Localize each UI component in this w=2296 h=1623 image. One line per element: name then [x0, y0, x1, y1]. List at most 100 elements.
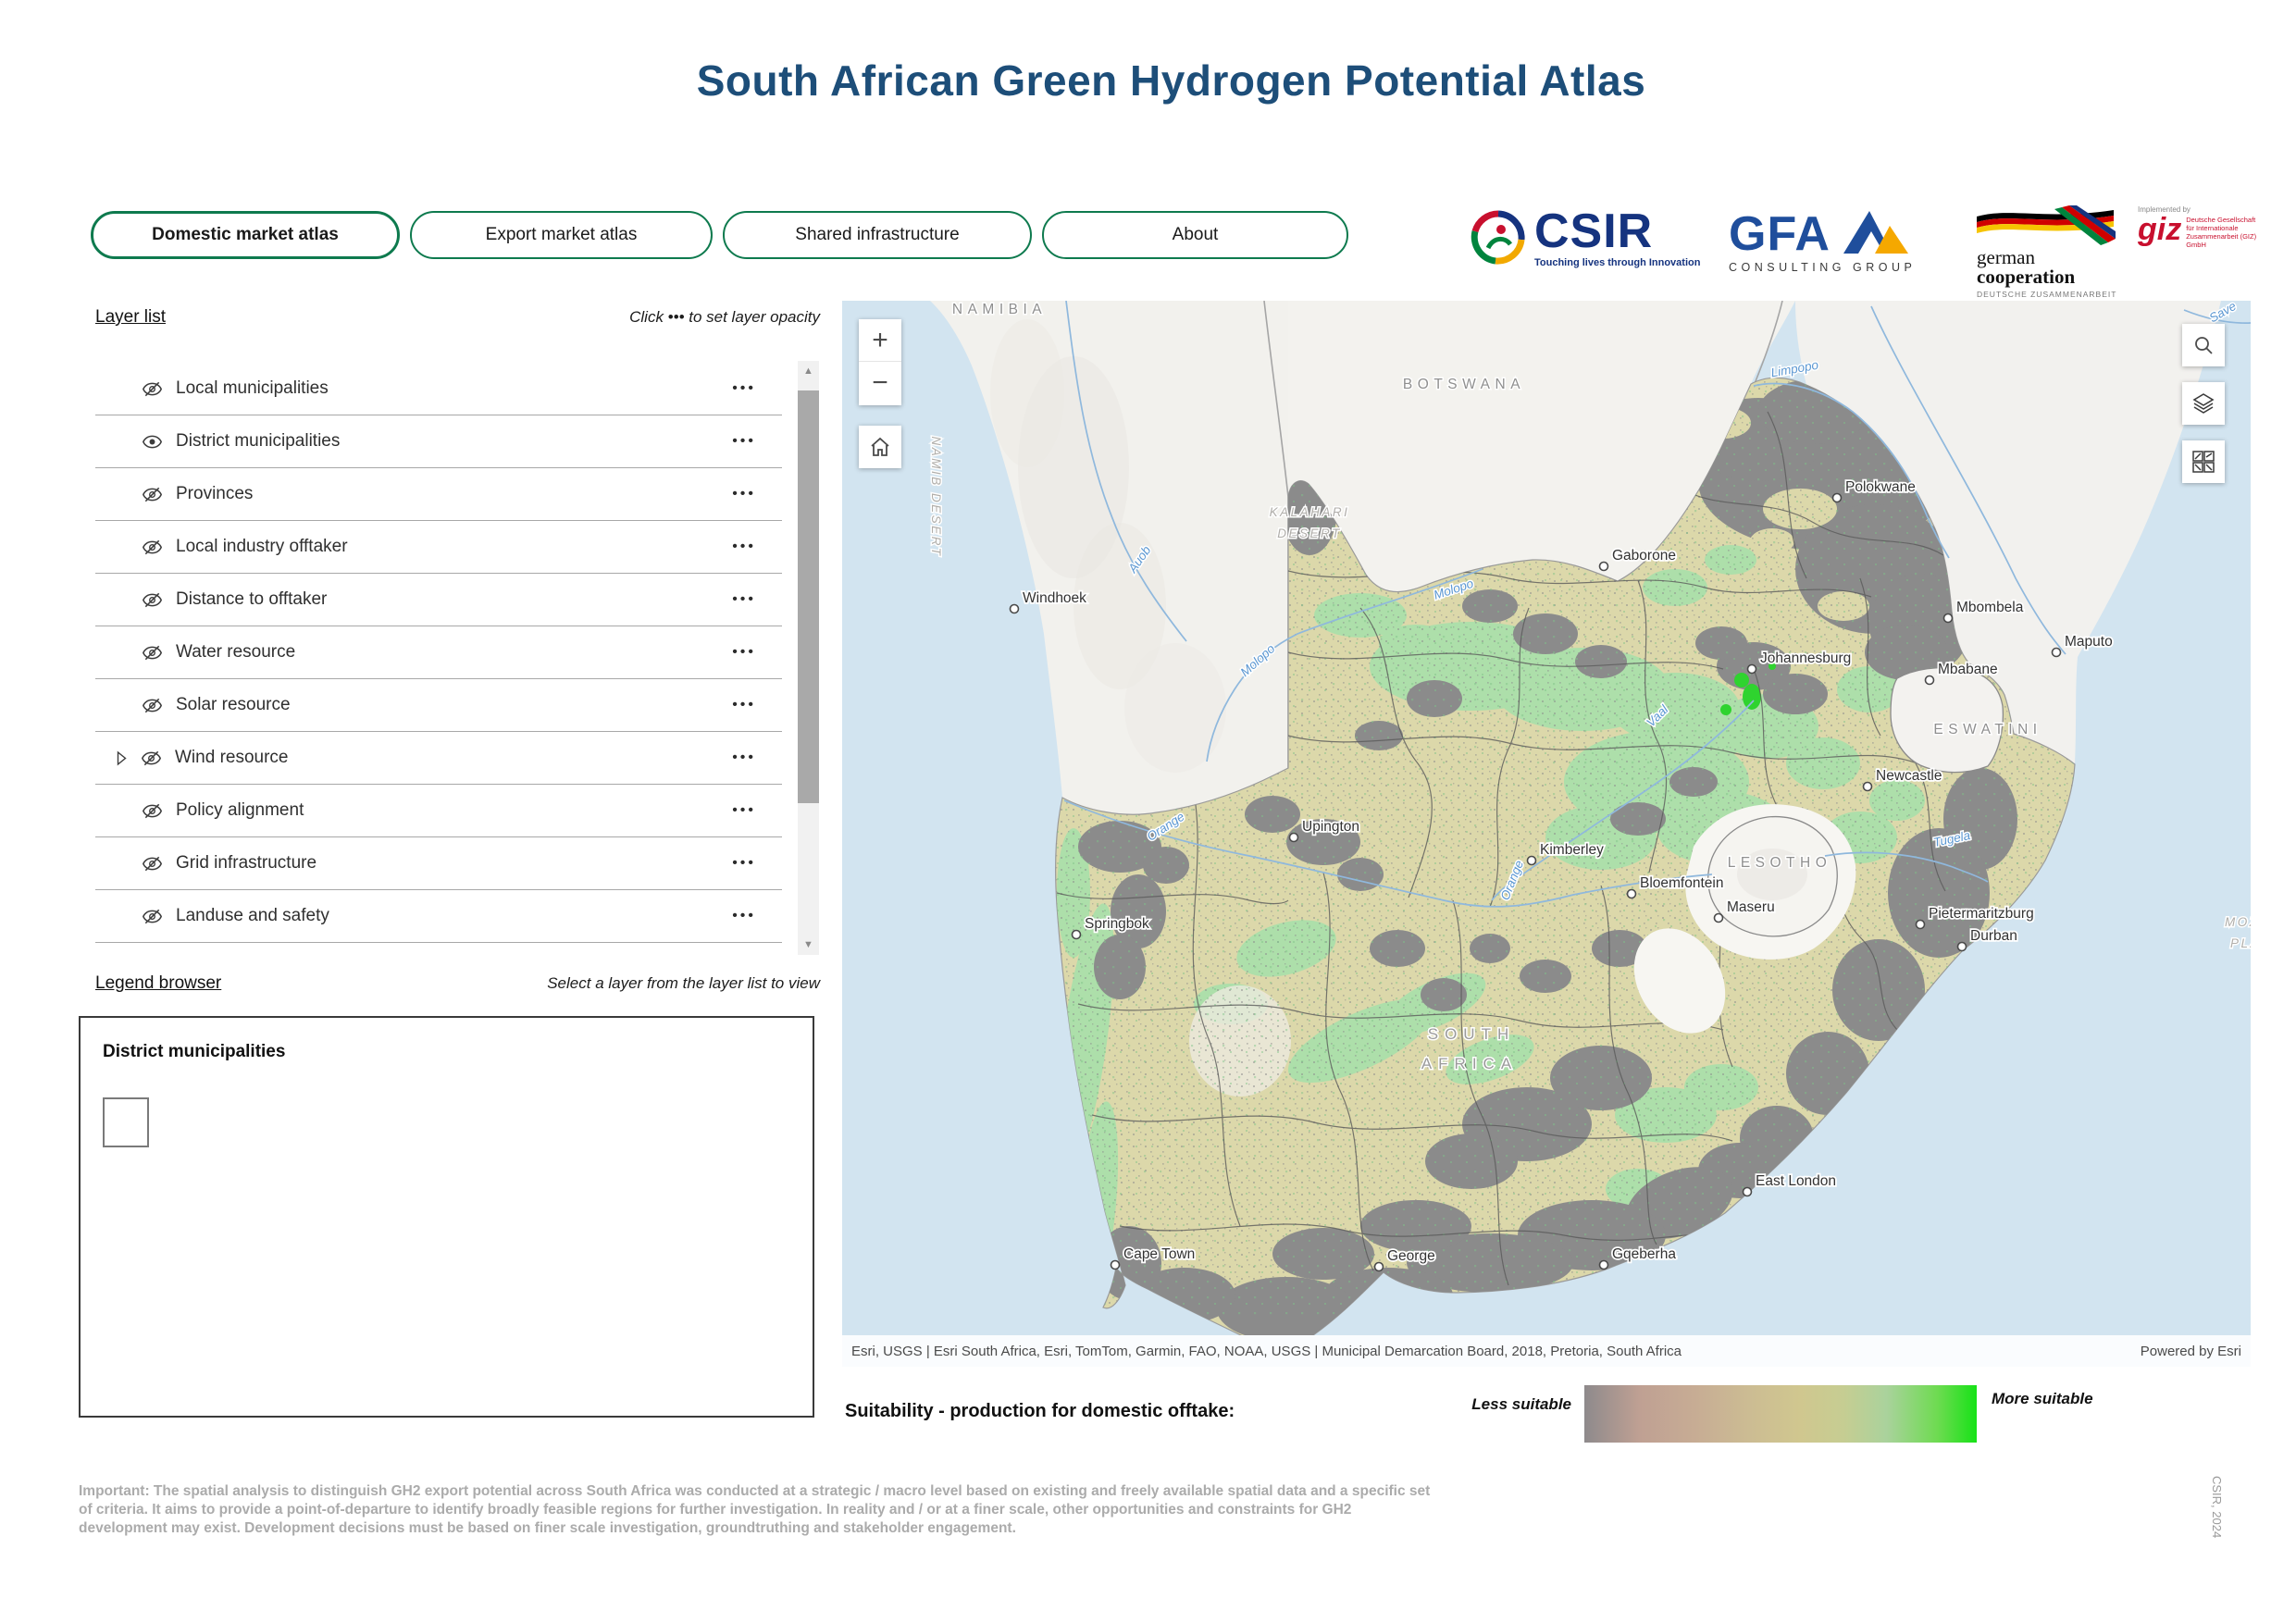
layer-row-distance-to-offtaker[interactable]: Distance to offtaker ••• — [95, 574, 782, 626]
legend-browser-box: District municipalities — [79, 1016, 814, 1418]
city-marker-pietermaritzburg — [1915, 919, 1926, 930]
eye-hidden-icon[interactable] — [142, 537, 163, 558]
layer-options-button[interactable]: ••• — [732, 750, 756, 765]
city-label-george: George — [1387, 1248, 1435, 1264]
layer-list-heading[interactable]: Layer list — [95, 307, 167, 327]
physical-label-desert: DESERT — [1277, 527, 1342, 540]
layer-label: Distance to offtaker — [176, 589, 328, 609]
layer-options-button[interactable]: ••• — [732, 486, 756, 502]
tab-export-market-atlas[interactable]: Export market atlas — [410, 211, 713, 259]
city-label-maputo: Maputo — [2065, 634, 2113, 650]
country-label-africa: AFRICA — [1421, 1055, 1518, 1072]
city-marker-george — [1373, 1261, 1384, 1272]
layer-options-button[interactable]: ••• — [732, 855, 756, 871]
zoom-in-button[interactable]: + — [859, 319, 901, 362]
neighbouring-countries — [930, 301, 2221, 815]
eye-hidden-icon[interactable] — [142, 642, 163, 663]
layer-row-local-municipalities[interactable]: Local municipalities ••• — [95, 363, 782, 415]
giz-logo-wordmark: giz — [2138, 212, 2182, 247]
city-marker-newcastle — [1862, 781, 1873, 792]
layer-row-water-resource[interactable]: Water resource ••• — [95, 626, 782, 679]
layer-row-landuse-and-safety[interactable]: Landuse and safety ••• — [95, 890, 782, 943]
giz-logo-caption: Implemented by — [2138, 205, 2191, 214]
layer-label: Grid infrastructure — [176, 853, 317, 873]
eye-hidden-icon[interactable] — [142, 378, 163, 400]
city-marker-durban — [1956, 941, 1967, 952]
credit-text: CSIR, 2024 — [2210, 1476, 2224, 1539]
eye-hidden-icon[interactable] — [142, 800, 163, 822]
scrollbar-thumb[interactable] — [798, 390, 819, 803]
layer-row-wind-resource[interactable]: Wind resource ••• — [95, 732, 782, 785]
legend-swatch — [103, 1097, 149, 1147]
layer-options-button[interactable]: ••• — [732, 433, 756, 449]
map-canvas[interactable]: KALAHARI DESERT NAMIB DESERT MOZAMBIQUE PLAT… — [842, 301, 2251, 1367]
country-label-botswana: BOTSWANA — [1403, 377, 1525, 392]
scroll-down-icon[interactable]: ▼ — [798, 935, 819, 955]
eye-hidden-icon[interactable] — [141, 748, 162, 769]
country-label-south: SOUTH — [1428, 1025, 1516, 1043]
extent-button[interactable] — [2182, 440, 2225, 483]
city-label-mbombela: Mbombela — [1956, 600, 2024, 615]
eye-visible-icon[interactable] — [142, 431, 163, 452]
layer-label: Wind resource — [175, 748, 289, 767]
layer-options-button[interactable]: ••• — [732, 644, 756, 660]
layer-row-solar-resource[interactable]: Solar resource ••• — [95, 679, 782, 732]
tab-about[interactable]: About — [1042, 211, 1348, 259]
layer-options-button[interactable]: ••• — [732, 539, 756, 554]
city-marker-mbabane — [1924, 675, 1935, 686]
tab-shared-infrastructure[interactable]: Shared infrastructure — [723, 211, 1032, 259]
layer-row-district-municipalities[interactable]: District municipalities ••• — [95, 415, 782, 468]
layer-options-button[interactable]: ••• — [732, 908, 756, 923]
layer-label: Policy alignment — [176, 800, 304, 820]
expand-caret-icon[interactable] — [116, 750, 128, 766]
csir-logo: CSIR Touching lives through Innovation — [1470, 207, 1701, 268]
search-button[interactable] — [2182, 324, 2225, 366]
layer-list-scrollbar[interactable]: ▲ ▼ — [798, 361, 819, 955]
eye-hidden-icon[interactable] — [142, 695, 163, 716]
layer-row-provinces[interactable]: Provinces ••• — [95, 468, 782, 521]
layer-options-button[interactable]: ••• — [732, 802, 756, 818]
city-marker-mbombela — [1942, 613, 1954, 624]
basemap[interactable]: KALAHARI DESERT NAMIB DESERT MOZAMBIQUE PLAT… — [842, 301, 2251, 1335]
layer-options-button[interactable]: ••• — [732, 697, 756, 712]
city-label-mbabane: Mbabane — [1938, 662, 1998, 677]
search-icon — [2195, 337, 2213, 354]
gfa-logo: GFA CONSULTING GROUP — [1729, 207, 1923, 274]
country-labels: NAMIBIA BOTSWANA ESWATINI LESOTHO SOUTH AFRIC… — [950, 301, 2038, 1074]
layer-label: Water resource — [176, 642, 296, 662]
scroll-up-icon[interactable]: ▲ — [798, 361, 819, 381]
physical-label-plateau: PLATEAU — [2230, 936, 2251, 950]
legend-browser-heading[interactable]: Legend browser — [95, 973, 222, 993]
tab-domestic-market-atlas[interactable]: Domestic market atlas — [91, 211, 400, 259]
layer-options-button[interactable]: ••• — [732, 591, 756, 607]
city-marker-kimberley — [1526, 855, 1537, 866]
layer-options-button[interactable]: ••• — [732, 380, 756, 396]
city-marker-maputo — [2051, 647, 2062, 658]
disclaimer-text: Important: The spatial analysis to disti… — [79, 1483, 1431, 1536]
city-label-east-london: East London — [1756, 1173, 1836, 1189]
basemap-layers-button[interactable] — [2182, 382, 2225, 425]
eye-hidden-icon[interactable] — [142, 906, 163, 927]
layer-label: Landuse and safety — [176, 906, 329, 925]
german-cooperation-subtitle: DEUTSCHE ZUSAMMENARBEIT — [1977, 290, 2117, 299]
eye-hidden-icon[interactable] — [142, 853, 163, 874]
city-label-newcastle: Newcastle — [1876, 768, 1942, 784]
layer-row-grid-infrastructure[interactable]: Grid infrastructure ••• — [95, 837, 782, 890]
layer-list: Local municipalities ••• District municipa… — [95, 363, 782, 943]
csir-logo-tagline: Touching lives through Innovation — [1534, 257, 1701, 268]
layer-list-header: Layer list Click ••• to set layer opacit… — [95, 307, 820, 328]
eye-hidden-icon[interactable] — [142, 589, 163, 611]
city-marker-bloemfontein — [1626, 888, 1637, 899]
city-marker-upington — [1288, 832, 1299, 843]
powered-by-esri: Powered by Esri — [2140, 1343, 2241, 1359]
eye-hidden-icon[interactable] — [142, 484, 163, 505]
zoom-out-button[interactable]: − — [872, 367, 888, 398]
layer-row-policy-alignment[interactable]: Policy alignment ••• — [95, 785, 782, 837]
legend-browser-hint: Select a layer from the layer list to vi… — [547, 974, 820, 992]
map-attribution-bar: Esri, USGS | Esri South Africa, Esri, To… — [842, 1335, 2251, 1367]
city-marker-gqeberha — [1598, 1259, 1609, 1270]
layer-row-local-industry-offtaker[interactable]: Local industry offtaker ••• — [95, 521, 782, 574]
home-button[interactable] — [859, 426, 901, 468]
layer-opacity-hint: Click ••• to set layer opacity — [629, 308, 820, 326]
